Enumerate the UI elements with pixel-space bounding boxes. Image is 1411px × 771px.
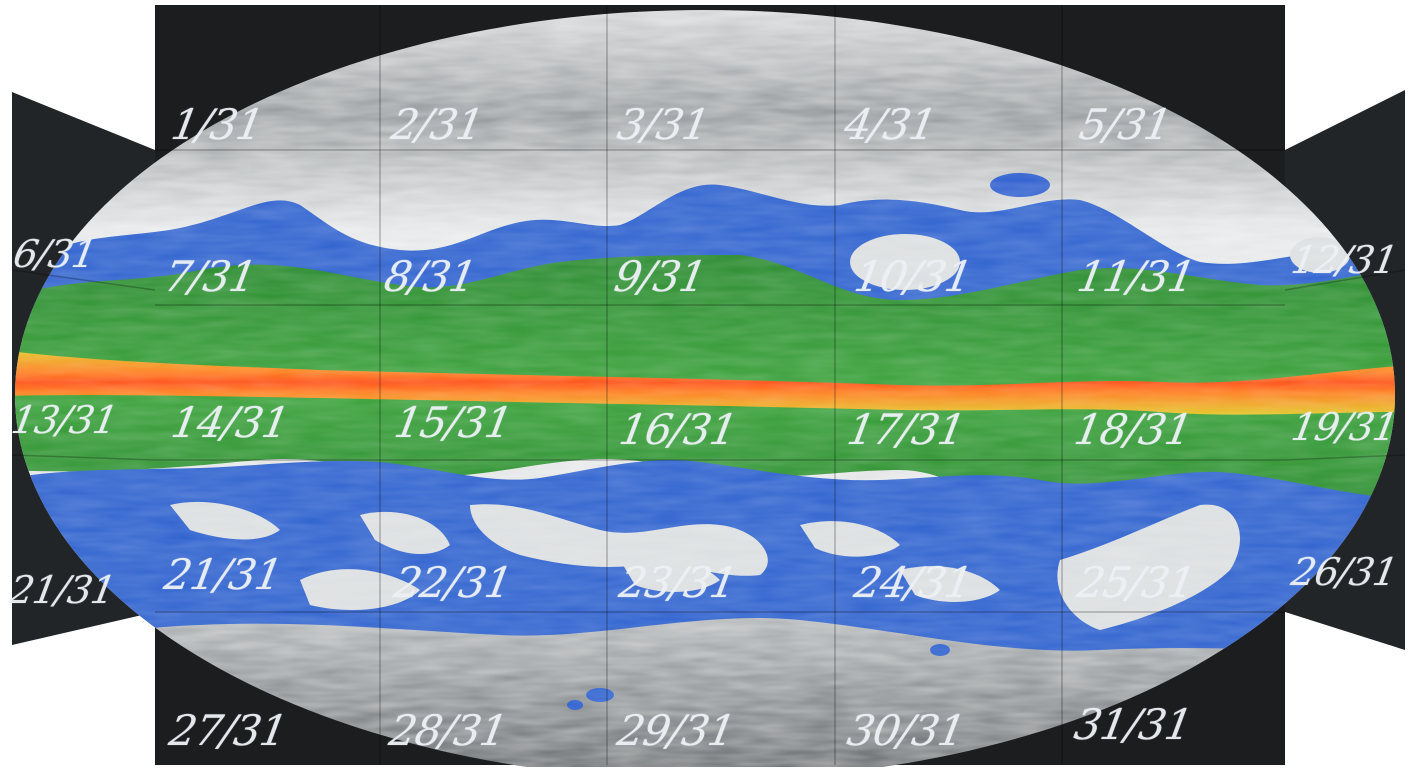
panel-seams xyxy=(11,5,1406,765)
